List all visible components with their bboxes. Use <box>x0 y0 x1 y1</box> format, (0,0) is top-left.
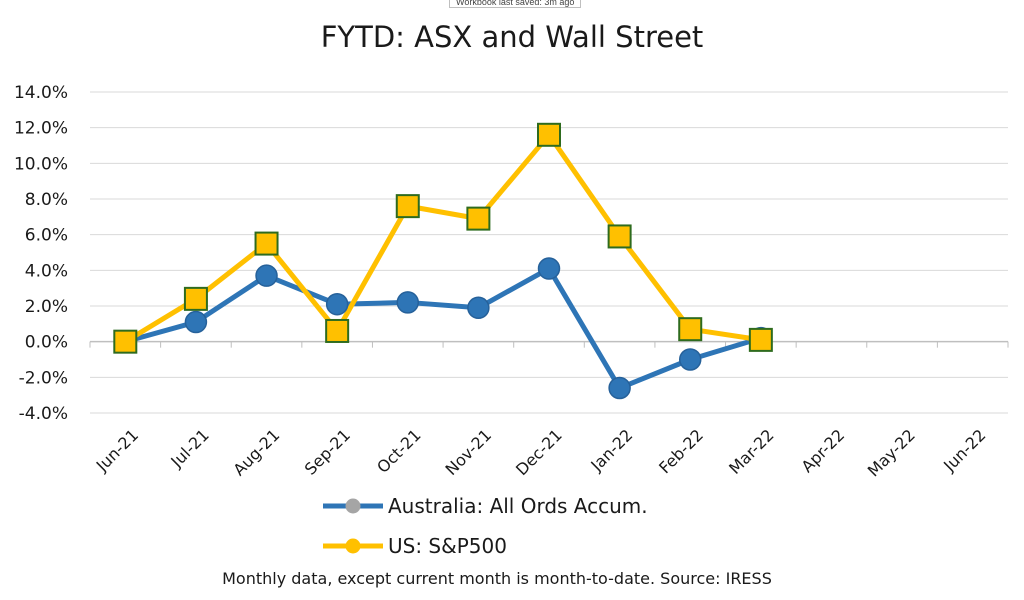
legend-entry-us: US: S&P500 <box>323 534 507 558</box>
y-tick-label: 6.0% <box>25 226 68 246</box>
data-point-us <box>113 329 138 354</box>
data-point-australia <box>678 348 702 371</box>
x-tick-label: Apr-22 <box>798 425 849 476</box>
x-tick-label: Nov-21 <box>442 425 496 479</box>
x-tick-label: May-22 <box>864 425 919 480</box>
data-point-australia <box>255 264 278 287</box>
data-point-australia <box>325 292 349 316</box>
legend: Australia: All Ords Accum. US: S&P500 <box>323 494 648 558</box>
x-tick-label: Jun-21 <box>92 425 142 475</box>
x-tick-label: Jun-22 <box>939 425 989 475</box>
chart-title: FYTD: ASX and Wall Street <box>321 20 704 54</box>
y-tick-label: 2.0% <box>25 297 68 317</box>
data-point-australia <box>537 257 561 280</box>
y-tick-label: 12.0% <box>14 119 68 139</box>
x-tick-label: Jan-22 <box>586 425 636 475</box>
legend-label-us: US: S&P500 <box>388 534 507 558</box>
y-tick-label: 10.0% <box>14 154 68 174</box>
data-point-australia <box>467 296 490 320</box>
data-point-us <box>466 206 491 231</box>
legend-marker-us <box>345 538 361 554</box>
x-tick-label: Aug-21 <box>229 425 283 479</box>
data-point-us <box>748 327 773 352</box>
data-point-australia <box>184 310 208 334</box>
x-tick-label: Jul-21 <box>166 425 212 471</box>
series-line-us <box>122 132 764 345</box>
data-point-us <box>678 317 703 342</box>
data-point-us <box>183 286 208 311</box>
x-tick-label: Mar-22 <box>725 425 778 478</box>
y-tick-label: 4.0% <box>25 261 68 281</box>
x-tick-label: Oct-21 <box>373 425 424 476</box>
data-point-us <box>607 224 632 249</box>
series-markers <box>113 122 773 400</box>
legend-label-australia: Australia: All Ords Accum. <box>388 494 648 518</box>
y-tick-label: -4.0% <box>19 404 68 424</box>
legend-entry-australia: Australia: All Ords Accum. <box>323 494 648 518</box>
x-tick-label: Dec-21 <box>512 425 566 479</box>
series-line-australia <box>122 266 764 391</box>
data-point-us <box>395 194 420 219</box>
y-tick-label: 0.0% <box>25 333 68 353</box>
legend-marker-australia <box>345 498 361 514</box>
chart-footnote: Monthly data, except current month is mo… <box>222 569 772 588</box>
data-point-australia <box>396 291 420 314</box>
x-axis <box>89 340 1009 348</box>
data-point-us <box>254 231 279 256</box>
data-point-us <box>325 318 350 343</box>
series-lines <box>122 132 764 391</box>
y-tick-label: 8.0% <box>25 190 68 210</box>
last-saved-tooltip: Workbook last saved: 3m ago <box>449 0 582 8</box>
y-tick-label: -2.0% <box>19 368 68 388</box>
x-axis-tick-labels: Jun-21 Jul-21 Aug-21 Sep-21 Oct-21 Nov-21 Dec-… <box>92 425 990 480</box>
y-axis-tick-labels: 14.0% 12.0% 10.0% 8.0% 6.0% 4.0% 2.0% 0.0% -2.0%… <box>14 83 68 424</box>
data-point-us <box>537 122 561 147</box>
x-tick-label: Feb-22 <box>655 425 707 477</box>
x-tick-label: Sep-21 <box>301 425 354 478</box>
y-tick-label: 14.0% <box>14 83 68 103</box>
data-point-australia <box>608 376 631 400</box>
